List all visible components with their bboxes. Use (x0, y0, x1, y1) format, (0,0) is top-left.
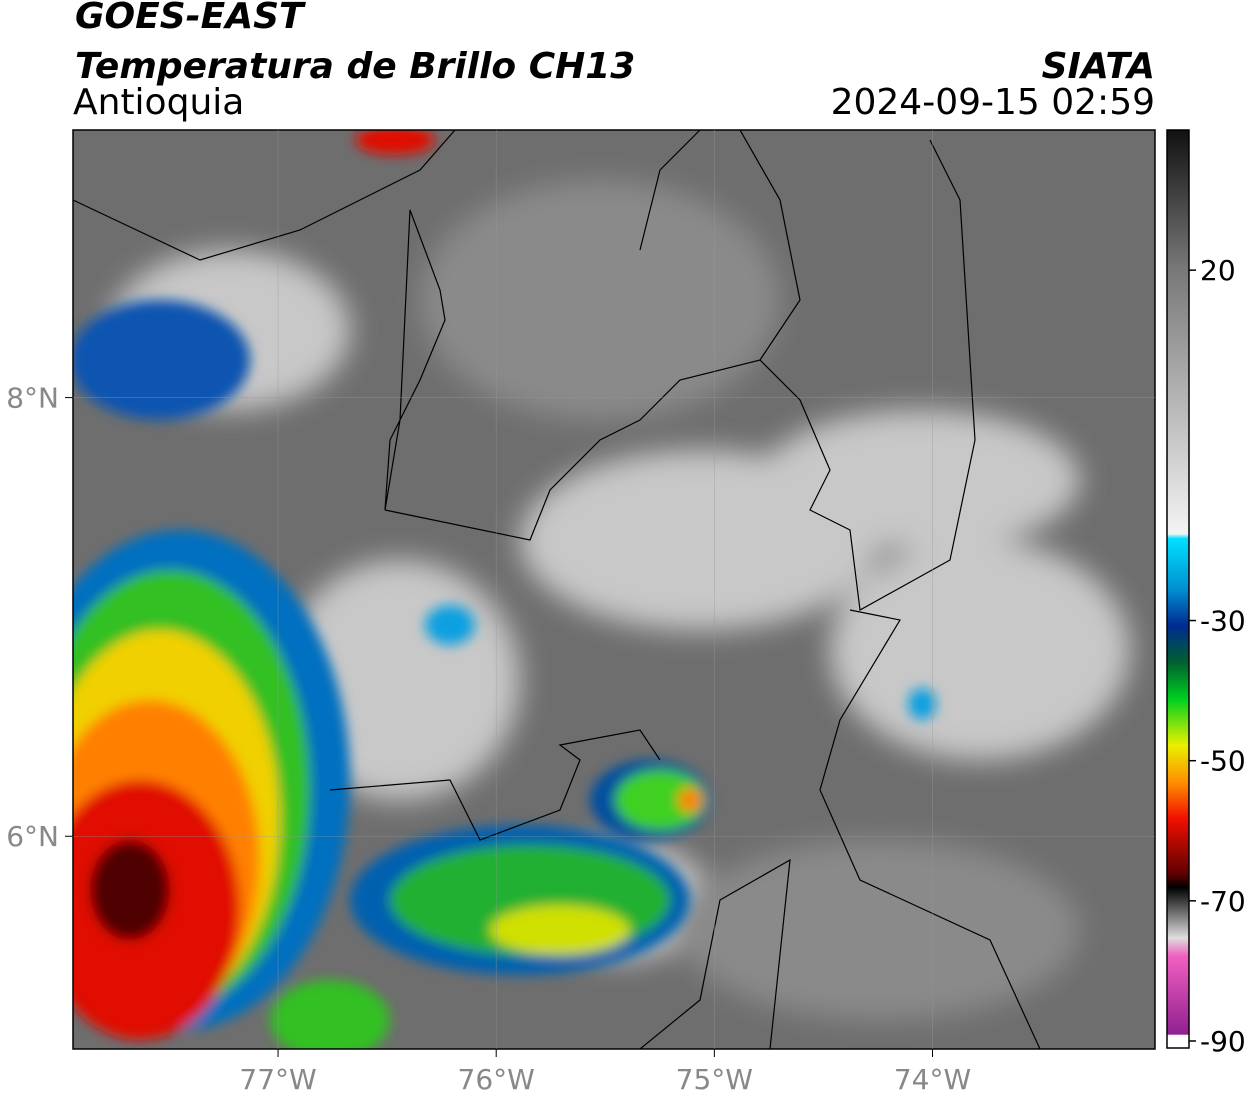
lon-tick-label: 77°W (239, 1063, 316, 1096)
colorbar-tick-label: -50 (1200, 745, 1246, 778)
lon-tick-label: 76°W (458, 1063, 535, 1096)
colorbar (1166, 129, 1190, 1049)
imagery (73, 130, 1155, 1049)
region: Antioquia (73, 82, 244, 123)
lon-tick-label: 74°W (894, 1063, 971, 1096)
title: GOES-EAST (75, 0, 306, 37)
lon-tick-label: 75°W (676, 1063, 753, 1096)
subtitle: Temperatura de Brillo CH13 (75, 46, 635, 87)
datetime: 2024-09-15 02:59 (831, 82, 1155, 123)
colorbar-tick-label: -70 (1200, 885, 1246, 918)
lat-tick-label: 8°N (6, 382, 59, 415)
colorbar-tick-label: -90 (1200, 1025, 1246, 1058)
source: SIATA (1042, 46, 1155, 87)
colorbar-tick-label: 20 (1200, 254, 1236, 287)
map-frame (72, 129, 1156, 1050)
lat-tick-label: 6°N (6, 820, 59, 853)
colorbar-tick-label: -30 (1200, 605, 1246, 638)
